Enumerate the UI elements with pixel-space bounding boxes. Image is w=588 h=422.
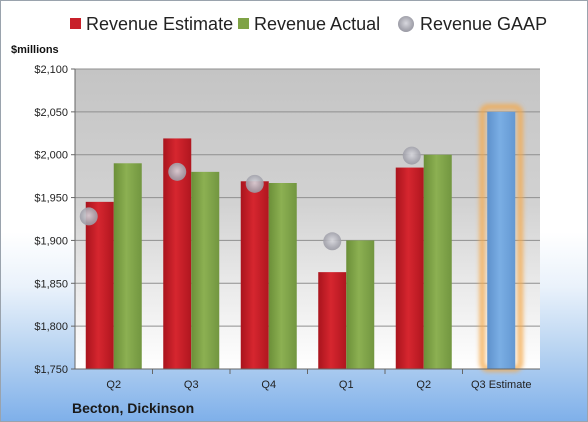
legend-item-actual[interactable]: Revenue Actual bbox=[238, 14, 380, 34]
legend-item-estimate[interactable]: Revenue Estimate bbox=[70, 14, 233, 34]
bar-revenue-actual[interactable] bbox=[346, 240, 375, 369]
y-tick-label: $2,100 bbox=[34, 64, 68, 76]
bar-revenue-actual[interactable] bbox=[191, 171, 220, 369]
legend-swatch-estimate bbox=[70, 18, 81, 29]
x-axis: Q2 Q3 Q4 Q1 Q2 Q3 Estimate bbox=[75, 368, 540, 391]
bar-projection[interactable] bbox=[487, 111, 516, 369]
legend-label-actual: Revenue Actual bbox=[254, 14, 380, 34]
bar-revenue-actual[interactable] bbox=[423, 154, 452, 369]
y-tick-label: $2,000 bbox=[34, 150, 68, 162]
marker-revenue-gaap[interactable] bbox=[168, 162, 187, 181]
marker-revenue-gaap[interactable] bbox=[323, 232, 342, 251]
bar-revenue-estimate[interactable] bbox=[395, 167, 424, 369]
company-name: Becton, Dickinson bbox=[72, 400, 194, 416]
marker-revenue-gaap[interactable] bbox=[402, 146, 421, 165]
y-tick-label: $1,750 bbox=[34, 364, 68, 376]
x-tick-label: Q2 bbox=[106, 379, 121, 391]
y-tick-label: $1,800 bbox=[34, 321, 68, 333]
marker-revenue-gaap[interactable] bbox=[79, 207, 98, 226]
gridlines bbox=[75, 68, 540, 327]
legend-label-estimate: Revenue Estimate bbox=[86, 14, 233, 34]
bar-revenue-estimate[interactable] bbox=[240, 181, 269, 369]
plot-area bbox=[75, 69, 540, 369]
legend-label-gaap: Revenue GAAP bbox=[420, 14, 547, 34]
y-tick-label: $1,950 bbox=[34, 193, 68, 205]
bar-revenue-estimate[interactable] bbox=[318, 272, 347, 369]
y-tick-label: $1,900 bbox=[34, 235, 68, 247]
legend: Revenue Estimate Revenue Actual Revenue … bbox=[70, 14, 547, 34]
bar-revenue-estimate[interactable] bbox=[85, 201, 114, 369]
gaap-markers bbox=[79, 146, 421, 251]
unit-label: $millions bbox=[11, 44, 59, 56]
x-tick-label: Q3 Estimate bbox=[471, 379, 532, 391]
x-tick-label: Q1 bbox=[339, 379, 354, 391]
legend-marker-gaap bbox=[398, 16, 414, 32]
marker-revenue-gaap[interactable] bbox=[245, 174, 264, 193]
x-tick-label: Q2 bbox=[416, 379, 431, 391]
bars bbox=[85, 103, 524, 372]
bar-revenue-actual[interactable] bbox=[268, 183, 297, 369]
y-tick-label: $2,050 bbox=[34, 107, 68, 119]
legend-swatch-actual bbox=[238, 18, 249, 29]
x-tick-label: Q4 bbox=[261, 379, 276, 391]
legend-item-gaap[interactable]: Revenue GAAP bbox=[398, 14, 547, 34]
x-tick-label: Q3 bbox=[184, 379, 199, 391]
y-axis: $1,750 $1,800 $1,850 $1,900 $1,950 $2,000 $2,0… bbox=[34, 64, 76, 376]
y-tick-label: $1,850 bbox=[34, 278, 68, 290]
bar-revenue-actual[interactable] bbox=[113, 163, 142, 369]
